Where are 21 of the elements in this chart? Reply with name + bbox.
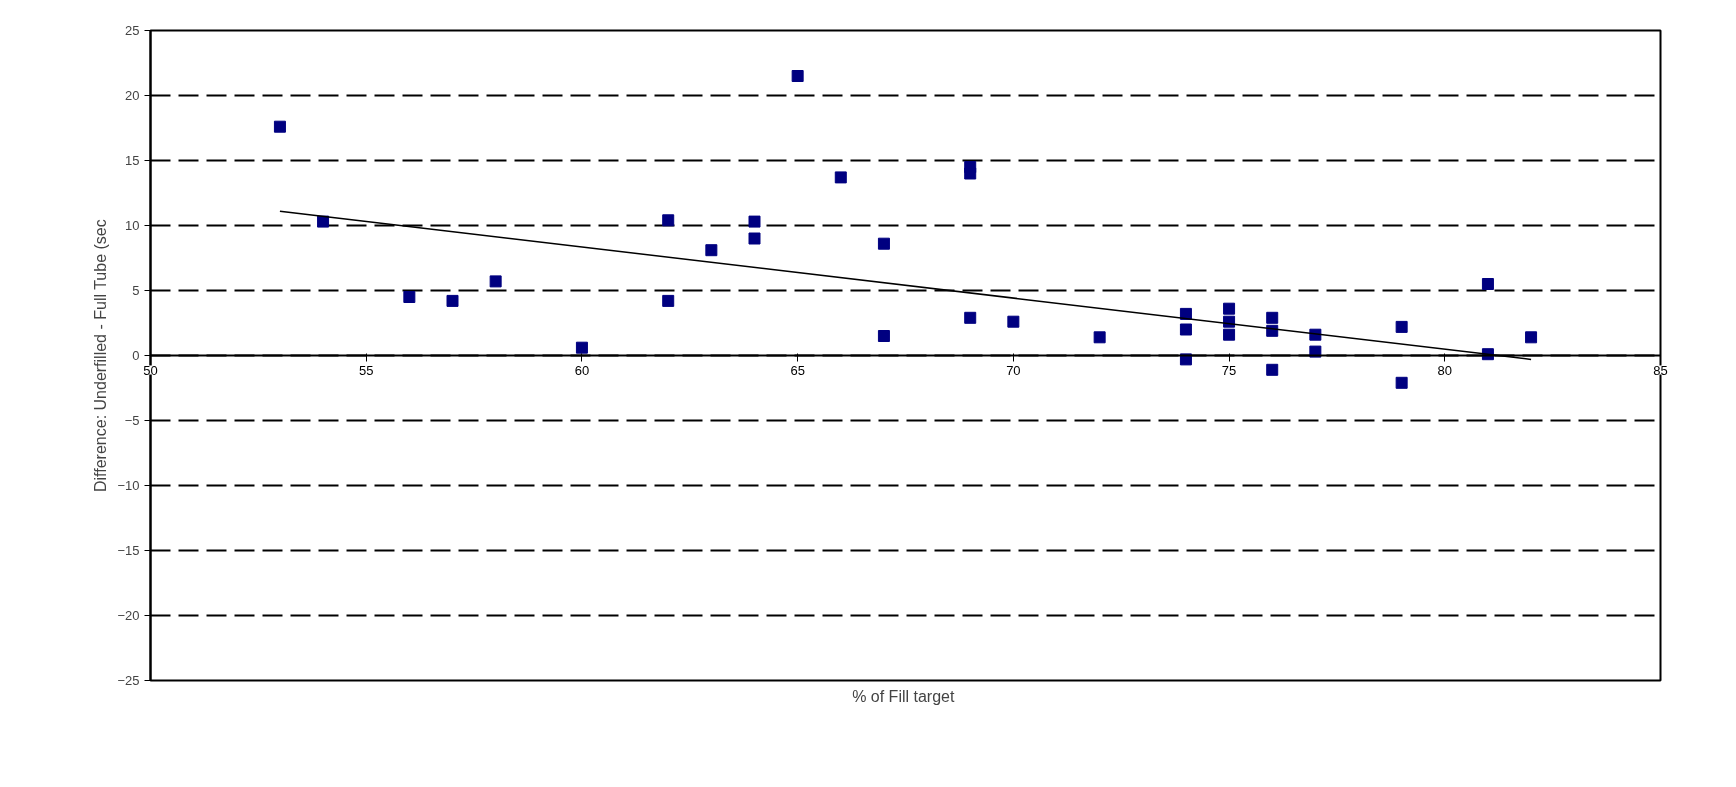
x-tick-label: 70 — [1006, 362, 1021, 378]
y-tick-label: 5 — [132, 283, 140, 298]
y-tick-label: 0 — [132, 348, 140, 363]
y-tick-label: −20 — [117, 608, 140, 623]
y-axis-title: Difference: Underfilled - Full Tube (sec — [92, 219, 110, 492]
x-tick-label: 65 — [790, 362, 805, 378]
x-tick-label: 55 — [358, 362, 374, 378]
y-tick-label: −5 — [124, 413, 140, 428]
x-tick-label: 60 — [574, 362, 590, 378]
x-tick-label: 75 — [1221, 362, 1237, 378]
y-tick-label: 15 — [125, 153, 140, 168]
x-tick-label: 85 — [1653, 362, 1668, 378]
y-tick-label: 25 — [125, 23, 140, 38]
x-tick-label: 80 — [1437, 362, 1453, 378]
y-tick-label: −25 — [117, 673, 140, 688]
y-tick-label: −10 — [117, 478, 140, 493]
x-axis-title: % of Fill target — [852, 687, 955, 705]
x-tick-label: 50 — [143, 362, 158, 378]
y-tick-label: 20 — [125, 88, 140, 103]
y-tick-label: 10 — [125, 218, 140, 233]
y-tick-label: −15 — [117, 543, 140, 558]
